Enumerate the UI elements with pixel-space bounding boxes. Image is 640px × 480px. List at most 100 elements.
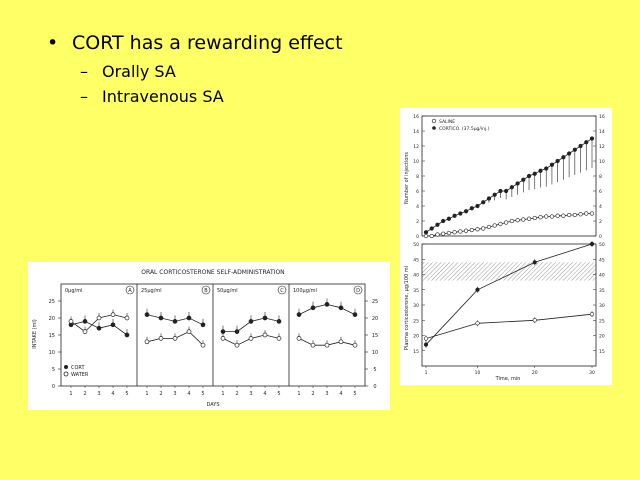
data-point-saline xyxy=(567,212,572,218)
data-point-saline xyxy=(561,213,566,218)
x-tick-label: 5 xyxy=(125,391,128,397)
y-tick-label: 0 xyxy=(599,234,602,240)
iv-sa-chart: Number of injections Plasma corticostero… xyxy=(404,114,605,382)
y-tick-label: 20 xyxy=(372,316,378,322)
data-point-saline xyxy=(589,211,595,216)
data-point-cort xyxy=(200,322,206,328)
x-tick-label: 3 xyxy=(249,391,252,397)
data-point-water xyxy=(96,315,102,321)
y-tick-label: 5 xyxy=(52,367,55,373)
data-point-saline xyxy=(521,217,526,222)
y-tick-label: 30 xyxy=(413,303,419,309)
data-point-saline xyxy=(578,212,583,217)
data-point-water xyxy=(262,332,268,338)
legend-marker-open xyxy=(431,118,437,124)
y-tick-label: 25 xyxy=(413,318,419,324)
data-point-cort xyxy=(158,315,164,321)
data-point-saline xyxy=(486,224,492,230)
data-point-water xyxy=(338,339,344,345)
y-tick-label: 8 xyxy=(416,174,419,180)
x-tick-label: 5 xyxy=(201,391,204,397)
y-tick-label: 20 xyxy=(49,316,55,322)
y-tick-label: 45 xyxy=(413,257,419,263)
y-tick-label: 10 xyxy=(372,350,378,356)
data-point-cortico xyxy=(423,230,429,235)
y-tick-label: 10 xyxy=(599,159,605,165)
panel-badge xyxy=(277,285,287,295)
series-line xyxy=(425,313,593,339)
data-point-cortico xyxy=(544,166,549,171)
y-axis-label: Number of injections xyxy=(404,152,410,204)
chart-legend: SALINE CORTICO. (37.5µg/inj.) xyxy=(431,118,490,132)
data-point-cortico xyxy=(549,162,555,167)
y-tick-label: 6 xyxy=(599,189,602,195)
data-point-cortico xyxy=(475,203,480,209)
data-point-cort xyxy=(276,319,282,324)
y-tick-label: 35 xyxy=(413,288,419,294)
data-point-saline xyxy=(549,214,555,219)
x-tick-label: 4 xyxy=(339,391,342,397)
data-point-cort xyxy=(296,312,302,317)
data-point-cort xyxy=(124,332,130,338)
data-point-cortico xyxy=(515,181,520,186)
y-tick-label: 8 xyxy=(599,174,602,180)
x-tick-label: 3 xyxy=(173,391,176,397)
data-point-cortico xyxy=(498,188,503,194)
y-tick-label: 40 xyxy=(413,273,419,279)
y-axis-label: INTAKE (ml) xyxy=(32,319,38,349)
data-point-cortico xyxy=(589,136,595,141)
y-tick-label: 50 xyxy=(599,242,605,248)
y-tick-label: 30 xyxy=(599,303,605,309)
data-point-saline xyxy=(532,215,537,221)
y-tick-label: 10 xyxy=(413,159,419,165)
legend-marker-filled xyxy=(432,126,436,130)
oral-sa-chart: ORAL CORTICOSTERONE SELF-ADMINISTRATION … xyxy=(32,269,378,408)
y-tick-label: 50 xyxy=(413,242,419,248)
legend-label: SALINE xyxy=(439,119,455,125)
data-point-cortico xyxy=(572,147,577,152)
data-point-saline xyxy=(509,218,514,224)
data-point-saline xyxy=(441,231,446,236)
data-point-cortico xyxy=(492,192,497,197)
data-point-saline xyxy=(481,226,486,231)
y-tick-label: 6 xyxy=(416,189,419,195)
data-point-water xyxy=(310,342,316,348)
data-point-saline xyxy=(475,321,480,326)
x-tick-label: 2 xyxy=(159,391,162,397)
panel-badge-letter: D xyxy=(356,288,360,294)
sub-bullet-text: Orally SA xyxy=(102,62,176,81)
data-point-cortico xyxy=(538,168,543,173)
data-point-cort xyxy=(324,302,330,307)
data-point-saline xyxy=(572,212,577,218)
x-tick-label: 1 xyxy=(145,391,148,397)
data-point-cortico xyxy=(429,226,434,231)
data-point-water xyxy=(110,312,116,317)
y-tick-label: 15 xyxy=(49,333,55,339)
legend-label: WATER xyxy=(71,372,89,378)
chart-title: ORAL CORTICOSTERONE SELF-ADMINISTRATION xyxy=(141,269,284,276)
data-point-water xyxy=(220,336,226,341)
data-point-cortico xyxy=(578,143,583,149)
data-point-water xyxy=(352,342,358,348)
y-tick-label: 45 xyxy=(599,257,605,263)
legend-marker-filled xyxy=(64,365,68,369)
y-tick-label: 2 xyxy=(416,219,419,225)
y-tick-label: 20 xyxy=(599,334,605,340)
data-point-cortico xyxy=(435,222,440,227)
legend-marker-open xyxy=(63,371,69,377)
data-point-cortico xyxy=(567,151,572,156)
data-point-cortico xyxy=(589,241,595,247)
legend-label: CORTICO. (37.5µg/inj.) xyxy=(439,126,490,132)
y-tick-label: 25 xyxy=(49,299,55,305)
data-point-cortico xyxy=(532,171,537,176)
y-tick-label: 4 xyxy=(599,204,602,210)
data-point-water xyxy=(248,336,254,341)
data-point-saline xyxy=(423,233,429,239)
data-point-saline xyxy=(475,227,480,232)
data-point-cort xyxy=(338,305,344,311)
y-tick-label: 16 xyxy=(413,114,419,120)
y-tick-label: 15 xyxy=(599,349,605,355)
data-point-cort xyxy=(248,319,254,324)
y-tick-label: 0 xyxy=(52,384,55,390)
x-axis-label: Time, min xyxy=(495,376,521,382)
